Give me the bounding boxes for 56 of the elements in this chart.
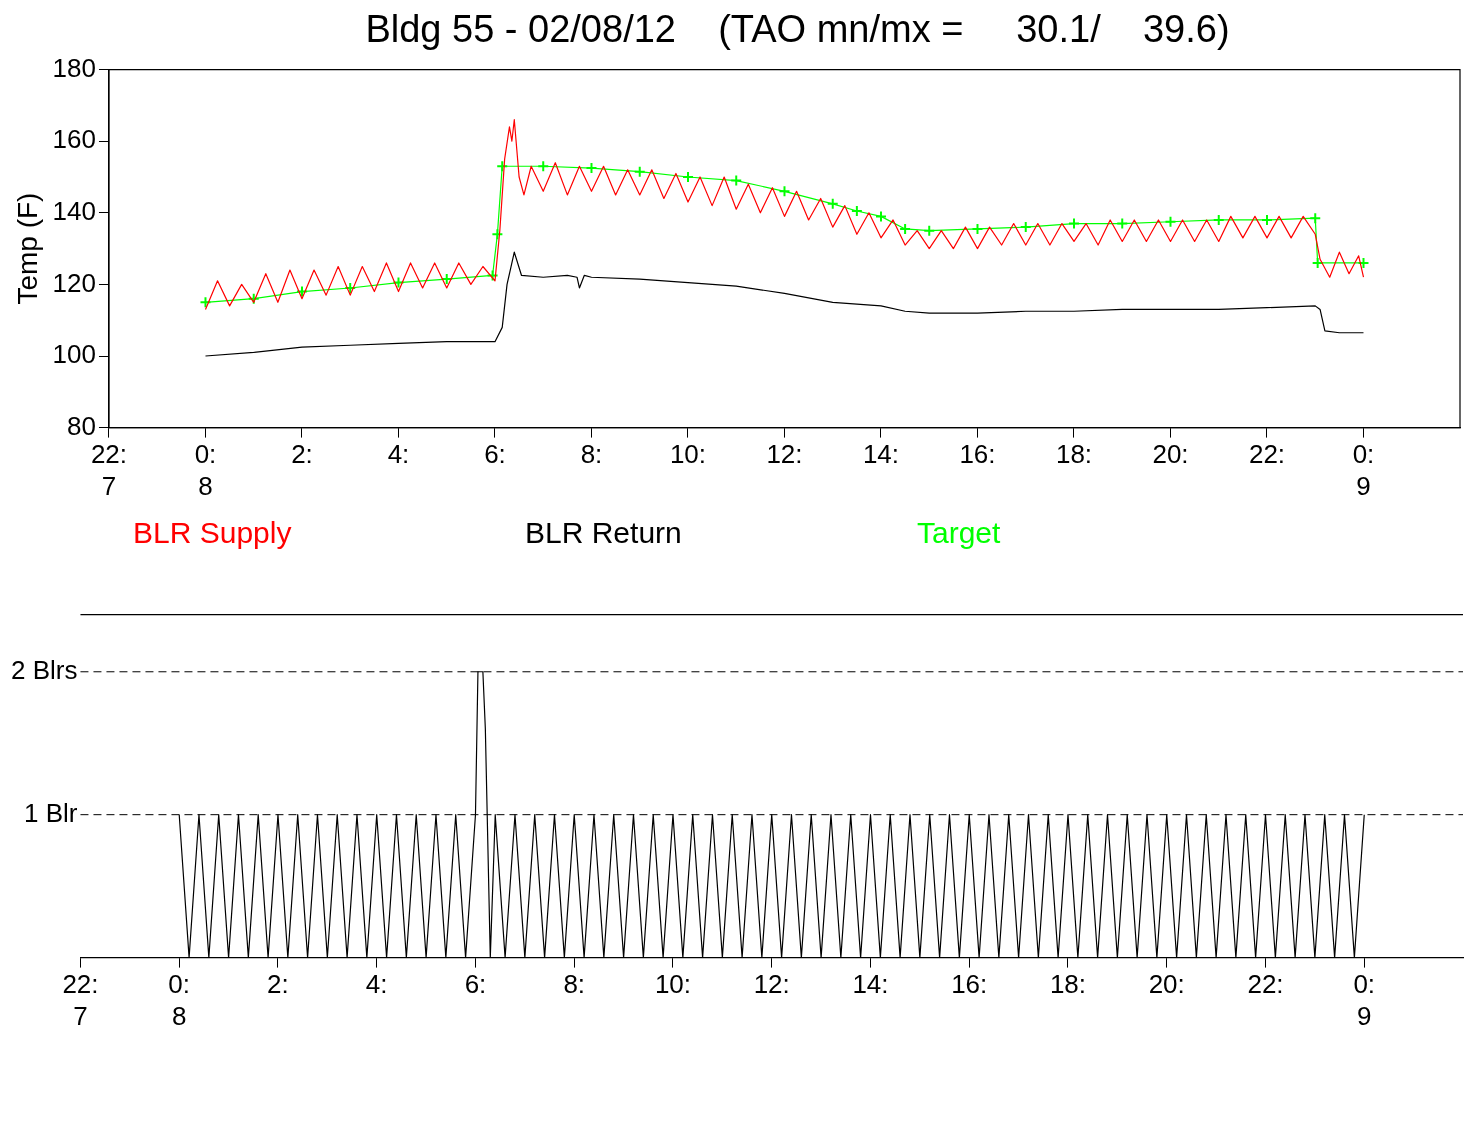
x-tick-label: 6: [484, 439, 506, 470]
y-tick-label: 2 Blrs [10, 654, 78, 685]
y-tick-label: 120 [52, 267, 96, 298]
x-tick-label: 0: 8 [168, 969, 191, 1031]
text: BLR Supply [133, 516, 293, 551]
y-axis-title: Temp (F) [11, 192, 43, 305]
x-tick-label: 18: [1049, 969, 1087, 1000]
point [826, 197, 839, 210]
point [1164, 215, 1177, 228]
x-tick-label: 20: [1152, 439, 1189, 470]
point [392, 276, 405, 289]
y-tick-label: 100 [52, 339, 96, 370]
y-tick-label: 140 [52, 195, 96, 226]
x-tick-label: 22: [1248, 439, 1286, 470]
point [633, 165, 646, 178]
x-tick-label: 22: [1247, 969, 1284, 1000]
x-tick-label: 16: [959, 439, 996, 470]
x-tick-label: 0: 9 [1353, 969, 1376, 1031]
x-tick-label: 8: [563, 969, 586, 1000]
x-tick-label: 6: [464, 969, 487, 1000]
point [923, 224, 936, 237]
point [1309, 212, 1322, 225]
x-tick-label: 18: [1055, 439, 1093, 470]
point [491, 228, 504, 241]
x-tick-label: 10: [669, 439, 707, 470]
x-tick-label: 0: 9 [1352, 439, 1375, 501]
x-tick-label: 4: [387, 439, 410, 470]
x-tick-label: 8: [580, 439, 603, 470]
y-tick-label: 80 [67, 410, 96, 441]
chart-title: Bldg 55 - 02/08/12 (TAO mn/mx = 30.1/ 39.6) [364, 8, 1231, 51]
point [199, 296, 212, 309]
point [778, 185, 791, 198]
x-tick-label: 0: 8 [194, 439, 217, 501]
point [730, 174, 743, 187]
x-tick-label: 2: [267, 969, 289, 1000]
x-tick-label: 22: 7 [62, 969, 99, 1031]
text: BLR Return [525, 516, 683, 551]
x-tick-label: 22: 7 [90, 439, 128, 501]
point [486, 269, 499, 282]
x-tick-label: 12: [766, 439, 803, 470]
x-tick-label: 14: [862, 439, 900, 470]
x-tick-label: 16: [951, 969, 988, 1000]
x-tick-label: 20: [1148, 969, 1185, 1000]
y-tick-label: 160 [52, 124, 96, 155]
y-tick-label: 180 [52, 52, 96, 83]
x-tick-label: 10: [654, 969, 692, 1000]
text: Target [917, 516, 1002, 551]
x-tick-label: 14: [852, 969, 889, 1000]
point [1116, 217, 1129, 230]
point [247, 292, 260, 305]
x-tick-label: 4: [365, 969, 388, 1000]
point [496, 160, 509, 173]
point [537, 160, 550, 173]
x-tick-label: 2: [291, 439, 313, 470]
x-tick-label: 12: [753, 969, 790, 1000]
y-tick-label: 1 Blr [23, 797, 78, 828]
